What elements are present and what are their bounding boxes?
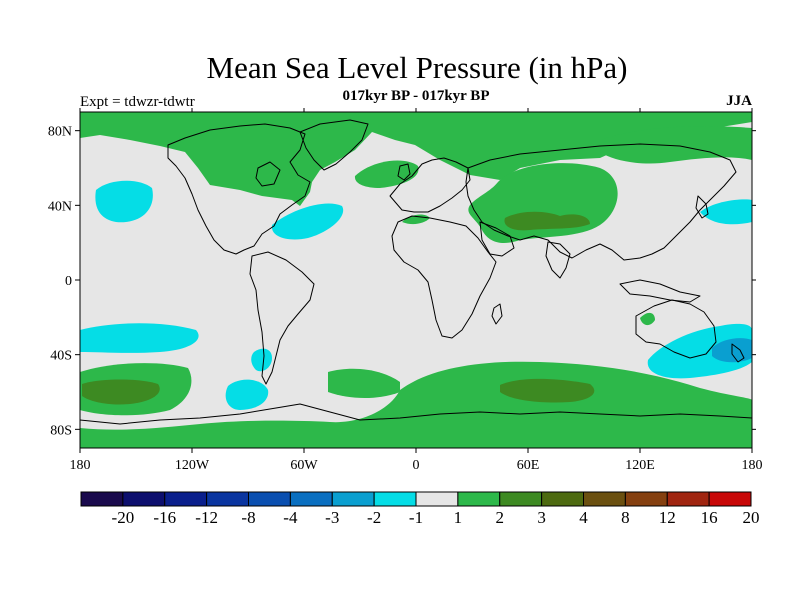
new-zealand-coastline xyxy=(731,343,745,363)
x-tick-label: 180 xyxy=(742,458,763,473)
colorbar-label: -4 xyxy=(283,508,298,527)
africa-coastline xyxy=(391,215,497,339)
colorbar-label: -1 xyxy=(409,508,423,527)
colorbar-label: -8 xyxy=(241,508,255,527)
y-axis-ticks: 80N 40N 0 40S 80S xyxy=(48,125,756,438)
colorbar-swatch xyxy=(624,491,668,507)
north-atlantic-low xyxy=(271,203,344,240)
x-tick-label: 60W xyxy=(290,458,318,473)
arabia-coastline xyxy=(479,221,515,257)
colorbar-label: 16 xyxy=(701,508,718,527)
colorbar-label: 20 xyxy=(743,508,760,527)
india-coastline xyxy=(545,241,571,279)
y-tick-label: 80N xyxy=(48,125,72,140)
x-axis-ticks: 180 120W 60W 0 60E 120E 180 xyxy=(70,108,763,473)
southern-ocean-center-region xyxy=(328,368,400,398)
colorbar-label: 3 xyxy=(537,508,546,527)
map-title: Mean Sea Level Pressure (in hPa) xyxy=(206,50,628,85)
y-tick-label: 40N xyxy=(48,199,72,214)
strong-positive-anomaly-regions xyxy=(82,211,595,405)
coastlines xyxy=(80,119,752,425)
colorbar-swatch xyxy=(666,491,710,507)
south-pacific-low xyxy=(80,323,199,353)
japan-coastline xyxy=(695,195,709,219)
indonesia-coastline xyxy=(619,279,701,303)
arctic-greenland-region xyxy=(80,112,752,206)
colorbar-swatch xyxy=(583,491,626,507)
colorbar-label: 12 xyxy=(659,508,676,527)
colorbar-swatch xyxy=(499,491,543,507)
colorbar-swatch xyxy=(373,491,417,507)
colorbar-label: -3 xyxy=(325,508,339,527)
madagascar-coastline xyxy=(491,303,503,325)
colorbar-label: -2 xyxy=(367,508,381,527)
colorbar-swatch xyxy=(80,491,124,507)
northwest-pacific-low xyxy=(700,199,752,225)
central-asia-core xyxy=(504,211,590,231)
colorbar-swatch xyxy=(708,491,752,507)
greenland-coastline xyxy=(299,119,369,171)
x-tick-label: 60E xyxy=(517,458,540,473)
australia-low xyxy=(647,323,752,379)
colorbar-label: 8 xyxy=(621,508,630,527)
colorbar-label: -16 xyxy=(153,508,176,527)
colorbar-label: 4 xyxy=(579,508,588,527)
season-label: JJA xyxy=(726,93,752,109)
europe-coastline xyxy=(389,157,471,213)
asia-coastline xyxy=(465,143,737,261)
colorbar-label: 1 xyxy=(454,508,463,527)
north-pacific-low xyxy=(95,180,153,223)
negative-anomaly-regions xyxy=(80,180,752,410)
southern-indian-core xyxy=(500,378,595,403)
x-tick-label: 120W xyxy=(175,458,210,473)
south-america-coastline xyxy=(249,251,315,385)
map-subtitle: 017kyr BP - 017kyr BP xyxy=(342,88,490,104)
colorbar-swatch xyxy=(206,491,249,507)
y-tick-label: 0 xyxy=(65,274,72,289)
x-tick-label: 180 xyxy=(70,458,91,473)
x-tick-label: 120E xyxy=(625,458,655,473)
australia-coastline xyxy=(635,299,717,359)
colorbar-swatch xyxy=(415,491,459,507)
chile-low xyxy=(251,348,272,372)
y-tick-label: 80S xyxy=(50,423,72,438)
arctic-russia-region xyxy=(600,126,752,164)
antarctica-coastline xyxy=(80,403,752,425)
pressure-anomaly-field xyxy=(80,112,752,448)
colorbar-swatch xyxy=(248,491,291,507)
colorbar-swatch xyxy=(289,491,333,507)
y-tick-label: 40S xyxy=(50,349,72,364)
southern-atlantic-low xyxy=(225,379,269,410)
colorbar-swatch xyxy=(457,491,501,507)
australia-region xyxy=(640,312,655,326)
north-america-coastline xyxy=(167,123,311,255)
north-atlantic-region xyxy=(354,160,419,188)
colorbar-label: 2 xyxy=(496,508,505,527)
colorbar-swatch xyxy=(122,491,166,507)
experiment-label: Expt = tdwzr-tdwtr xyxy=(80,94,195,110)
colorbar-label: -20 xyxy=(112,508,135,527)
colorbar-swatch xyxy=(541,491,584,507)
colorbar: -20 -16 -12 -8 -4 -3 -2 -1 1 2 3 4 8 12 16 20 xyxy=(80,491,760,527)
southern-pacific-core xyxy=(82,379,160,405)
hudson-bay-coastline xyxy=(255,161,281,187)
x-tick-label: 0 xyxy=(413,458,420,473)
colorbar-swatch xyxy=(331,491,375,507)
positive-anomaly-regions xyxy=(80,112,752,448)
uk-coastline xyxy=(397,163,411,181)
colorbar-swatch xyxy=(164,491,208,507)
colorbar-label: -12 xyxy=(195,508,218,527)
